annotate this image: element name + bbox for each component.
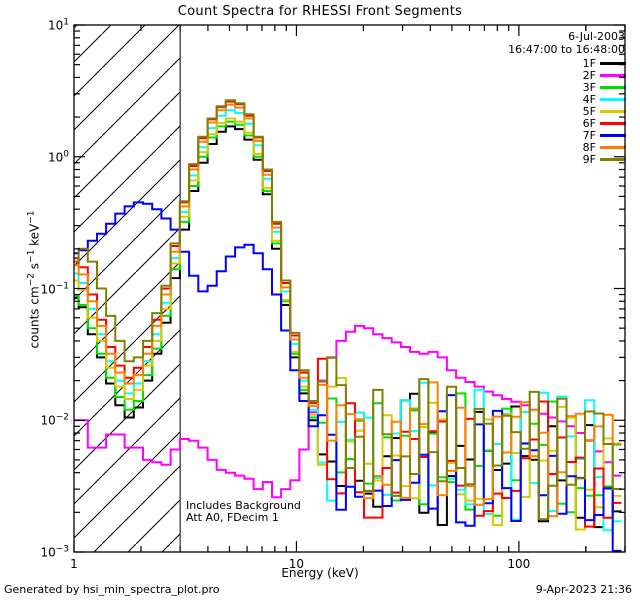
legend-item-1f: 1F <box>582 56 626 70</box>
x-axis-label: Energy (keV) <box>281 566 359 580</box>
legend-color-swatch <box>600 121 626 125</box>
legend-label: 1F <box>582 56 596 70</box>
legend-label: 6F <box>582 116 596 130</box>
footer-timestamp: 9-Apr-2023 21:36 <box>535 583 632 596</box>
legend-label: 7F <box>582 128 596 142</box>
legend-label: 2F <box>582 68 596 82</box>
legend-item-2f: 2F <box>582 68 626 82</box>
legend-label: 4F <box>582 92 596 106</box>
observation-date: 6-Jul-2003 <box>568 30 625 43</box>
legend-label: 8F <box>582 140 596 154</box>
chart-title: Count Spectra for RHESSI Front Segments <box>177 4 463 19</box>
y-tick-label-0: 101 <box>47 17 69 33</box>
legend-label: 3F <box>582 80 596 94</box>
y-tick-label-3: 10−2 <box>40 412 69 428</box>
x-tick-label-1: 10 <box>288 557 305 571</box>
legend-color-swatch <box>600 97 626 101</box>
legend-item-7f: 7F <box>582 128 626 142</box>
legend-color-swatch <box>600 61 626 65</box>
footer-generator: Generated by hsi_min_spectra_plot.pro <box>4 583 220 596</box>
legend-item-3f: 3F <box>582 80 626 94</box>
legend-color-swatch <box>600 73 626 77</box>
y-tick-label-2: 10−1 <box>40 281 69 296</box>
legend-color-swatch <box>600 145 626 149</box>
legend-item-4f: 4F <box>582 92 626 106</box>
spectrum-curve-9f <box>74 99 622 521</box>
spectra-curves <box>74 99 622 552</box>
annotation-line-1: Includes Background <box>186 499 301 512</box>
y-tick-label-1: 100 <box>47 149 69 165</box>
legend-item-6f: 6F <box>582 116 626 130</box>
y-axis-label: counts cm−2 s−1 keV−1 <box>26 210 42 349</box>
legend-label: 9F <box>582 152 596 166</box>
legend-label: 5F <box>582 104 596 118</box>
plot-annotation: Includes Background Att A0, FDecim 1 <box>186 500 301 524</box>
x-tick-label-2: 100 <box>507 557 531 571</box>
observation-time-range: 16:47:00 to 16:48:00 <box>508 43 625 56</box>
legend-color-swatch <box>600 133 626 137</box>
legend-item-5f: 5F <box>582 104 626 118</box>
y-tick-label-4: 10−3 <box>40 544 69 560</box>
plot-axes <box>73 24 626 553</box>
legend: 1F 2F 3F 4F 5F 6F 7F 8F 9F <box>582 56 626 166</box>
legend-color-swatch <box>600 109 626 113</box>
x-tick-label-0: 1 <box>70 557 78 571</box>
legend-color-swatch <box>600 85 626 89</box>
legend-item-8f: 8F <box>582 140 626 154</box>
legend-color-swatch <box>600 157 626 161</box>
annotation-line-2: Att A0, FDecim 1 <box>186 511 279 524</box>
legend-item-9f: 9F <box>582 152 626 166</box>
